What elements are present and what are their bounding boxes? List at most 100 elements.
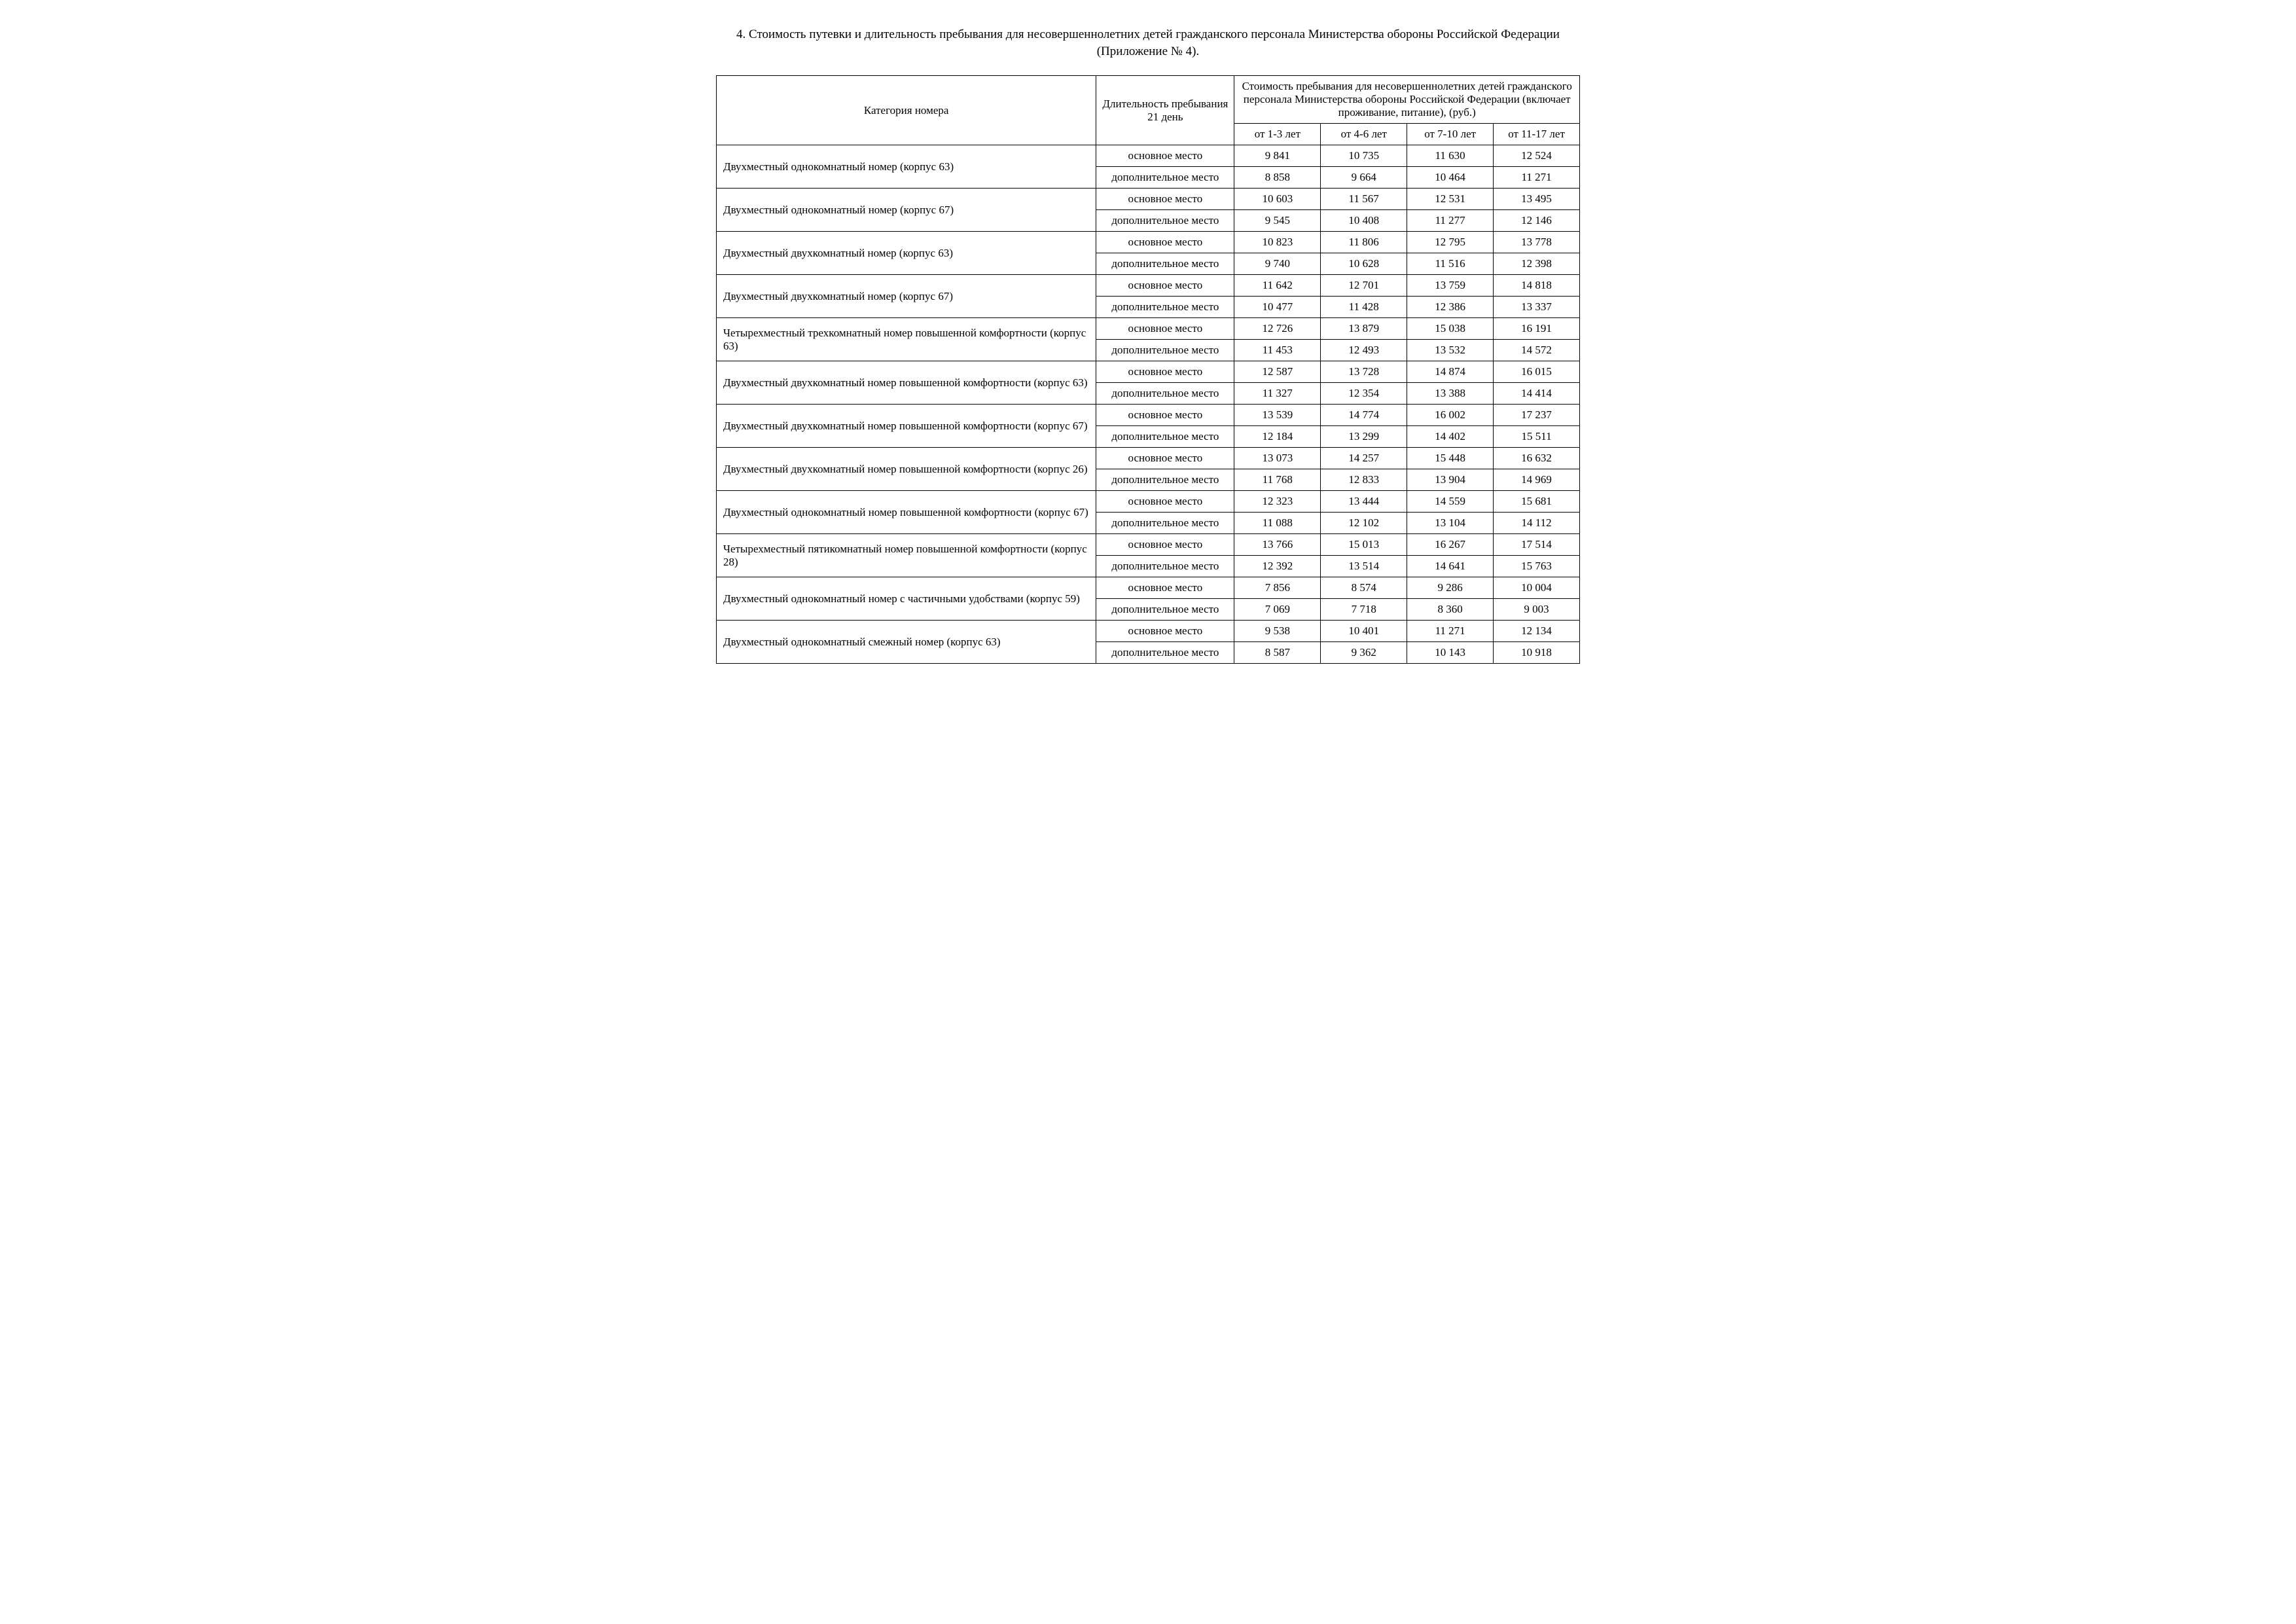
cell-place-extra: дополнительное место: [1096, 297, 1234, 318]
header-age-3: от 11-17 лет: [1494, 124, 1580, 145]
cell-price: 8 587: [1234, 642, 1321, 664]
cell-price: 11 806: [1321, 232, 1407, 253]
cell-price: 11 567: [1321, 189, 1407, 210]
cell-place-extra: дополнительное место: [1096, 340, 1234, 361]
cell-price: 14 874: [1407, 361, 1494, 383]
header-category: Категория номера: [717, 76, 1096, 145]
table-header: Категория номера Длительность пребывания…: [717, 76, 1580, 145]
cell-category: Двухместный однокомнатный номер (корпус …: [717, 145, 1096, 189]
cell-price: 9 841: [1234, 145, 1321, 167]
cell-price: 12 102: [1321, 513, 1407, 534]
cell-price: 12 184: [1234, 426, 1321, 448]
cell-place-main: основное место: [1096, 621, 1234, 642]
cell-price: 12 524: [1494, 145, 1580, 167]
cell-price: 12 146: [1494, 210, 1580, 232]
cell-price: 13 879: [1321, 318, 1407, 340]
cell-category: Двухместный двухкомнатный номер повышенн…: [717, 405, 1096, 448]
cell-price: 14 402: [1407, 426, 1494, 448]
cell-price: 12 323: [1234, 491, 1321, 513]
cell-price: 16 002: [1407, 405, 1494, 426]
cell-price: 8 858: [1234, 167, 1321, 189]
table-row: Двухместный однокомнатный номер (корпус …: [717, 145, 1580, 167]
cell-place-main: основное место: [1096, 405, 1234, 426]
cell-price: 11 327: [1234, 383, 1321, 405]
cell-category: Двухместный двухкомнатный номер (корпус …: [717, 232, 1096, 275]
cell-price: 8 574: [1321, 577, 1407, 599]
table-row: Двухместный двухкомнатный номер повышенн…: [717, 405, 1580, 426]
cell-price: 12 531: [1407, 189, 1494, 210]
cell-price: 13 388: [1407, 383, 1494, 405]
cell-place-extra: дополнительное место: [1096, 642, 1234, 664]
table-row: Двухместный двухкомнатный номер повышенн…: [717, 448, 1580, 469]
cell-price: 11 642: [1234, 275, 1321, 297]
cell-place-main: основное место: [1096, 232, 1234, 253]
page-title: 4. Стоимость путевки и длительность преб…: [729, 26, 1567, 60]
table-row: Двухместный однокомнатный номер (корпус …: [717, 189, 1580, 210]
cell-price: 8 360: [1407, 599, 1494, 621]
cell-price: 13 514: [1321, 556, 1407, 577]
cell-price: 10 735: [1321, 145, 1407, 167]
cell-price: 10 401: [1321, 621, 1407, 642]
cell-price: 13 539: [1234, 405, 1321, 426]
cell-price: 17 237: [1494, 405, 1580, 426]
header-duration: Длительность пребывания 21 день: [1096, 76, 1234, 145]
cell-place-main: основное место: [1096, 275, 1234, 297]
cell-category: Двухместный двухкомнатный номер повышенн…: [717, 361, 1096, 405]
cell-price: 9 740: [1234, 253, 1321, 275]
cell-price: 12 493: [1321, 340, 1407, 361]
cell-price: 10 823: [1234, 232, 1321, 253]
cell-price: 12 833: [1321, 469, 1407, 491]
cell-price: 9 286: [1407, 577, 1494, 599]
cell-place-main: основное место: [1096, 448, 1234, 469]
cell-price: 10 918: [1494, 642, 1580, 664]
cell-price: 12 398: [1494, 253, 1580, 275]
cell-price: 7 718: [1321, 599, 1407, 621]
cell-price: 12 134: [1494, 621, 1580, 642]
cell-price: 9 362: [1321, 642, 1407, 664]
cell-price: 14 774: [1321, 405, 1407, 426]
header-age-2: от 7-10 лет: [1407, 124, 1494, 145]
header-age-0: от 1-3 лет: [1234, 124, 1321, 145]
cell-place-main: основное место: [1096, 145, 1234, 167]
header-price-group: Стоимость пребывания для несовершеннолет…: [1234, 76, 1580, 124]
cell-price: 13 728: [1321, 361, 1407, 383]
cell-price: 13 904: [1407, 469, 1494, 491]
cell-price: 13 299: [1321, 426, 1407, 448]
cell-place-main: основное место: [1096, 361, 1234, 383]
cell-price: 7 069: [1234, 599, 1321, 621]
cell-price: 11 453: [1234, 340, 1321, 361]
cell-price: 12 392: [1234, 556, 1321, 577]
cell-price: 9 003: [1494, 599, 1580, 621]
cell-price: 11 271: [1494, 167, 1580, 189]
cell-category: Двухместный однокомнатный номер повышенн…: [717, 491, 1096, 534]
cell-price: 14 969: [1494, 469, 1580, 491]
table-row: Двухместный двухкомнатный номер (корпус …: [717, 275, 1580, 297]
cell-place-extra: дополнительное место: [1096, 167, 1234, 189]
cell-price: 11 271: [1407, 621, 1494, 642]
cell-place-main: основное место: [1096, 189, 1234, 210]
cell-price: 10 603: [1234, 189, 1321, 210]
table-body: Двухместный однокомнатный номер (корпус …: [717, 145, 1580, 664]
table-row: Двухместный однокомнатный номер с частич…: [717, 577, 1580, 599]
cell-price: 13 778: [1494, 232, 1580, 253]
cell-price: 16 632: [1494, 448, 1580, 469]
cell-place-main: основное место: [1096, 534, 1234, 556]
cell-price: 10 408: [1321, 210, 1407, 232]
cell-price: 11 768: [1234, 469, 1321, 491]
cell-price: 13 073: [1234, 448, 1321, 469]
cell-price: 14 818: [1494, 275, 1580, 297]
cell-price: 16 267: [1407, 534, 1494, 556]
cell-price: 12 701: [1321, 275, 1407, 297]
table-row: Двухместный однокомнатный смежный номер …: [717, 621, 1580, 642]
cell-price: 13 759: [1407, 275, 1494, 297]
cell-price: 13 766: [1234, 534, 1321, 556]
cell-price: 17 514: [1494, 534, 1580, 556]
cell-price: 12 587: [1234, 361, 1321, 383]
cell-price: 15 511: [1494, 426, 1580, 448]
cell-price: 15 763: [1494, 556, 1580, 577]
table-row: Двухместный двухкомнатный номер (корпус …: [717, 232, 1580, 253]
cell-price: 15 038: [1407, 318, 1494, 340]
cell-price: 15 681: [1494, 491, 1580, 513]
cell-price: 16 015: [1494, 361, 1580, 383]
cell-price: 14 641: [1407, 556, 1494, 577]
